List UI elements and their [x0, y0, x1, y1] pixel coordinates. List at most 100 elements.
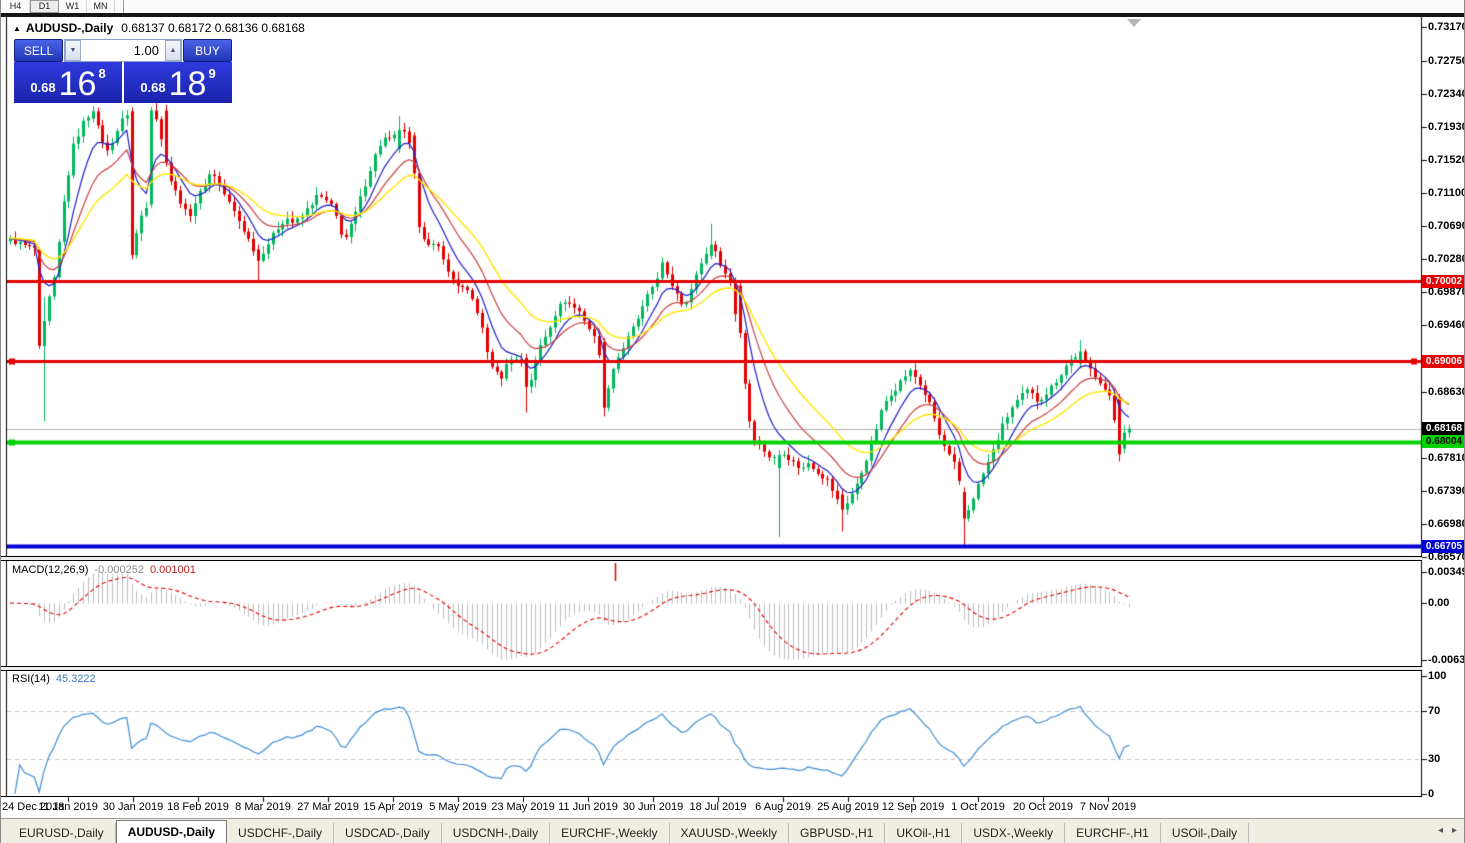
rsi-name: RSI(14) [12, 673, 50, 685]
date-axis-label: 15 Apr 2019 [363, 801, 423, 813]
main-macd-separator[interactable] [0, 556, 1422, 561]
macd-indicator-label: MACD(12,26,9) -0.000252 0.001001 [12, 564, 196, 576]
price-axis-label: 0.66570 [1428, 551, 1465, 564]
price-axis-label: 0.66980 [1428, 518, 1465, 531]
symbol-tab-usdcad[interactable]: USDCAD-,Daily [334, 823, 442, 843]
buy-price-prefix: 0.68 [140, 80, 166, 95]
symbol-tab-eurchf[interactable]: EURCHF-,H1 [1065, 823, 1161, 843]
symbol-tab-usdx[interactable]: USDX-,Weekly [962, 823, 1066, 843]
symbol-tab-usdcnh[interactable]: USDCNH-,Daily [442, 823, 551, 843]
date-axis-label: 1 Oct 2019 [951, 801, 1005, 813]
volume-increase-icon[interactable]: ▲ [165, 40, 181, 61]
macd-rsi-separator[interactable] [0, 666, 1422, 671]
chart-ohlc-values: 0.68137 0.68172 0.68136 0.68168 [121, 21, 305, 35]
date-axis-label: 11 Jun 2019 [558, 801, 618, 813]
price-tag-069006: 0.69006 [1422, 354, 1465, 368]
macd-name: MACD(12,26,9) [12, 564, 89, 576]
chart-title: ▲ AUDUSD-,Daily 0.68137 0.68172 0.68136 0.… [13, 21, 305, 35]
timeframe-button-mn[interactable]: MN [87, 0, 115, 13]
price-axis-label: 0.69460 [1428, 318, 1465, 331]
volume-decrease-icon[interactable]: ▼ [65, 40, 81, 61]
date-axis-label: 25 Aug 2019 [817, 801, 879, 813]
price-axis-label: 0.70690 [1428, 220, 1465, 233]
tab-scroll-left-icon[interactable]: ◂ [1438, 825, 1444, 836]
symbol-tab-eurchf[interactable]: EURCHF-,Weekly [550, 823, 670, 843]
rsi-axis-label: 30 [1428, 753, 1441, 765]
date-axis-label: 8 Mar 2019 [235, 801, 291, 813]
date-axis-label: 20 Oct 2019 [1013, 801, 1073, 813]
price-axis-label: 0.73170 [1428, 21, 1465, 33]
symbol-tab-usdchf[interactable]: USDCHF-,Daily [227, 823, 335, 843]
chart-shift-marker-icon[interactable] [1127, 19, 1141, 27]
sell-button[interactable]: SELL [14, 39, 63, 62]
date-axis-label: 27 Mar 2019 [297, 801, 359, 813]
rsi-axis-label: 0 [1428, 788, 1435, 800]
date-axis-label: 7 Nov 2019 [1079, 801, 1137, 813]
price-axis-label: 0.71930 [1428, 120, 1465, 133]
volume-input[interactable] [81, 40, 165, 61]
date-axis-label: 30 Jun 2019 [622, 801, 684, 813]
one-click-trade-panel: SELL ▼ ▲ BUY 0.68 16 8 0.68 18 9 [14, 39, 232, 103]
price-axis-label: 0.69870 [1428, 286, 1465, 299]
symbol-tab-usoil[interactable]: USOil-,Daily [1161, 823, 1250, 843]
macd-histogram-value: -0.000252 [94, 564, 144, 576]
timeframe-toolbar: H4 D1 W1 MN [0, 0, 1465, 13]
price-axis[interactable]: 0.73170 0.72750 0.72340 0.71930 0.71520 0.711… [1422, 17, 1465, 800]
price-tag-066705: 0.66705 [1422, 539, 1465, 553]
date-axis-label: 12 Sep 2019 [881, 801, 945, 813]
timeframe-button-w1[interactable]: W1 [59, 0, 87, 13]
price-axis-label: 0.67390 [1428, 485, 1465, 498]
price-axis-label: 0.72750 [1428, 54, 1465, 67]
date-axis[interactable]: 24 Dec 2018 11 Jan 2019 30 Jan 2019 18 Feb … [0, 801, 1422, 817]
symbol-tab-gbpusd[interactable]: GBPUSD-,H1 [789, 823, 886, 843]
price-tag-068004: 0.68004 [1422, 435, 1465, 449]
symbol-tab-audusd[interactable]: AUDUSD-,Daily [115, 820, 228, 843]
macd-signal-value: 0.001001 [149, 564, 196, 576]
date-axis-label: 24 Dec 2018 [2, 801, 65, 813]
price-axis-label: 0.71520 [1428, 153, 1465, 166]
buy-button[interactable]: BUY [183, 39, 232, 62]
chart-symbol-label: AUDUSD-,Daily [25, 21, 114, 35]
tabbar-top-border [0, 818, 1465, 819]
timeframe-button-d1[interactable]: D1 [30, 0, 59, 13]
chart-tab-bar: EURUSD-,Daily AUDUSD-,Daily USDCHF-,Daily U… [0, 819, 1465, 843]
buy-price-big: 18 [168, 65, 207, 103]
sell-price-button[interactable]: 0.68 16 8 [14, 62, 122, 103]
price-axis-label: 0.68630 [1428, 385, 1465, 398]
symbol-tab-xauusd[interactable]: XAUUSD-,Weekly [670, 823, 789, 843]
date-axis-label: 11 Jan 2019 [38, 801, 98, 813]
price-axis-label: 0.71100 [1428, 187, 1465, 200]
price-tag-068168: 0.68168 [1422, 422, 1465, 436]
symbol-tab-ukoil[interactable]: UKOil-,H1 [885, 823, 963, 843]
buy-price-button[interactable]: 0.68 18 9 [124, 62, 232, 103]
buy-price-pip: 9 [208, 66, 216, 81]
macd-axis-label: 0.00 [1428, 597, 1450, 609]
window-left-border [0, 0, 1, 843]
symbol-tab-eurusd[interactable]: EURUSD-,Daily [8, 823, 116, 843]
price-axis-label: 0.72340 [1428, 87, 1465, 100]
date-axis-label: 18 Jul 2019 [689, 801, 747, 813]
toolbar-separator [123, 0, 124, 13]
tab-scroll-right-icon[interactable]: ▸ [1452, 825, 1458, 836]
price-axis-label: 0.70280 [1428, 253, 1465, 266]
rsi-value: 45.3222 [55, 673, 96, 685]
date-axis-label: 23 May 2019 [491, 801, 555, 813]
macd-axis-label: -0.00637 [1428, 654, 1465, 666]
rsi-axis-label: 100 [1428, 670, 1447, 682]
rsi-axis-label: 70 [1428, 705, 1441, 717]
sell-price-big: 16 [58, 65, 97, 103]
timeframe-button-h4[interactable]: H4 [2, 0, 30, 13]
volume-stepper: ▼ ▲ [64, 39, 182, 62]
symbol-collapse-icon[interactable]: ▲ [13, 24, 21, 33]
date-axis-label: 6 Aug 2019 [755, 801, 811, 813]
sell-price-pip: 8 [98, 66, 106, 81]
sell-price-prefix: 0.68 [30, 80, 56, 95]
date-axis-label: 30 Jan 2019 [102, 801, 164, 813]
price-tag-070002: 0.70002 [1422, 274, 1465, 288]
window-divider [0, 13, 1465, 17]
date-axis-label: 18 Feb 2019 [167, 801, 229, 813]
rsi-indicator-label: RSI(14) 45.3222 [12, 673, 96, 685]
macd-axis-label: 0.00349 [1428, 566, 1465, 578]
